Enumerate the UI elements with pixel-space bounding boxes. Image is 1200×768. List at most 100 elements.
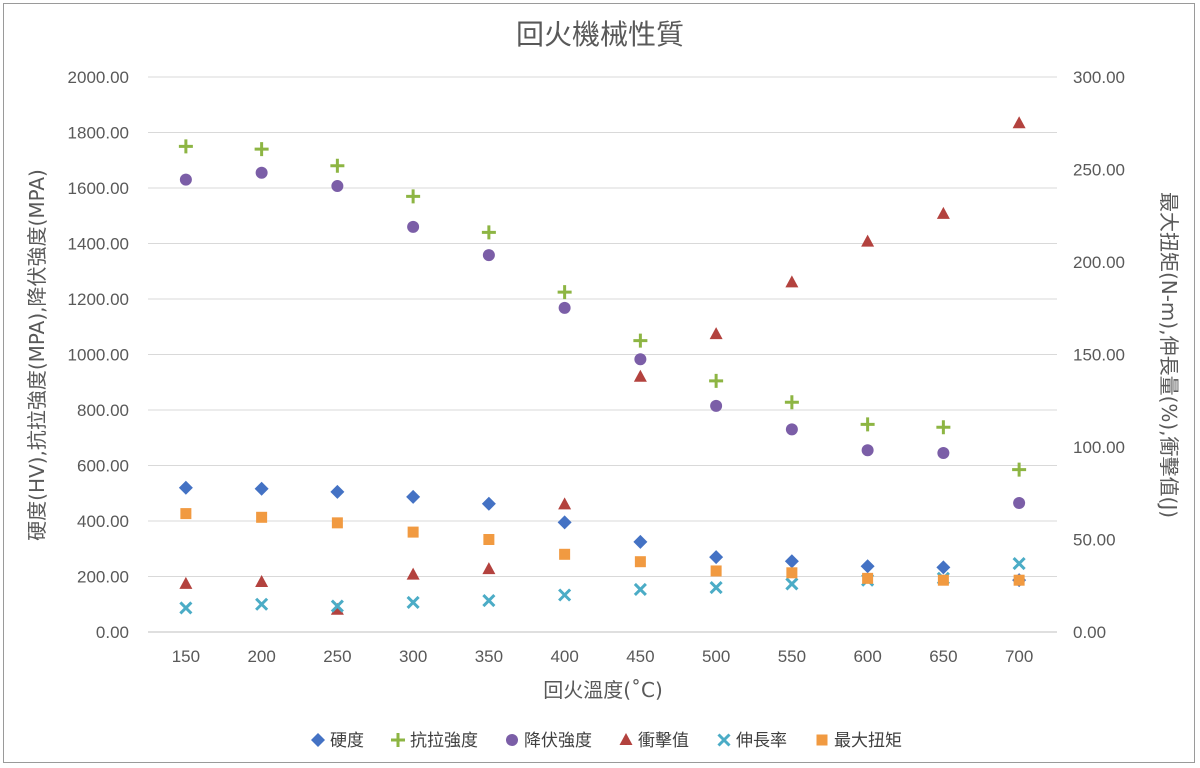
- legend-label: 衝擊值: [638, 731, 689, 751]
- data-points: [178, 116, 1027, 615]
- data-point: [710, 399, 723, 412]
- x-tick-label: 300: [399, 647, 427, 666]
- legend-label: 硬度: [330, 731, 364, 751]
- data-point: [179, 576, 193, 589]
- x-tick-label: 400: [550, 647, 578, 666]
- data-point: [936, 420, 951, 435]
- data-point: [330, 484, 345, 499]
- y-tick-label: 2000.00: [68, 68, 129, 87]
- data-point: [1013, 574, 1025, 586]
- data-point: [786, 567, 798, 579]
- y2-tick-label: 300.00: [1073, 68, 1125, 87]
- left-axis-tick-labels: 0.00 200.00 400.00 600.00 800.00 1000.00 1200.…: [68, 68, 129, 642]
- data-point: [256, 511, 268, 523]
- data-point: [179, 173, 192, 186]
- y2-tick-label: 50.00: [1073, 531, 1116, 550]
- data-point: [1013, 496, 1026, 509]
- data-point: [558, 301, 571, 314]
- x-axis-tick-labels: 150 200 250 300 350 400 450 500 550 600 650 700: [172, 647, 1034, 666]
- data-point: [785, 577, 799, 591]
- y-tick-label: 1600.00: [68, 179, 129, 198]
- legend: 硬度 抗拉強度 降伏強度 衝擊值 伸長率 最大扭矩: [311, 731, 902, 751]
- y-tick-label: 0.00: [96, 623, 129, 642]
- x-tick-label: 350: [475, 647, 503, 666]
- series-5: [180, 508, 1025, 586]
- data-point: [633, 534, 648, 549]
- x-axis-label: 回火溫度(˚C): [543, 678, 663, 702]
- y2-tick-label: 150.00: [1073, 346, 1125, 365]
- y-tick-label: 1200.00: [68, 290, 129, 309]
- data-point: [407, 526, 419, 538]
- data-point: [633, 582, 647, 597]
- data-point: [710, 565, 722, 577]
- legend-marker: [619, 733, 633, 745]
- x-tick-label: 550: [778, 647, 806, 666]
- data-point: [178, 139, 193, 154]
- data-point: [784, 395, 799, 410]
- legend-item: 降伏強度: [506, 731, 592, 751]
- gridlines: [148, 76, 1057, 633]
- data-point: [482, 593, 496, 608]
- legend-label: 抗拉強度: [410, 731, 478, 751]
- x-tick-label: 250: [323, 647, 351, 666]
- chart-frame: [3, 3, 1195, 763]
- data-point: [1012, 462, 1027, 477]
- legend-marker: [506, 734, 518, 746]
- data-point: [784, 554, 799, 569]
- data-point: [709, 581, 723, 595]
- y-tick-label: 600.00: [77, 457, 129, 476]
- data-point: [557, 515, 572, 530]
- series-4: [179, 556, 1026, 615]
- y2-axis-label: 最大扭矩(N-m),伸長量(%),衝擊值(J): [1157, 192, 1181, 518]
- data-point: [330, 602, 344, 615]
- x-tick-label: 650: [929, 647, 957, 666]
- data-point: [330, 158, 345, 173]
- data-point: [1012, 116, 1026, 129]
- data-point: [406, 595, 420, 609]
- x-tick-label: 700: [1005, 647, 1033, 666]
- data-point: [633, 369, 647, 382]
- data-point: [709, 373, 724, 388]
- data-point: [709, 550, 724, 565]
- data-point: [481, 496, 496, 511]
- data-point: [330, 599, 344, 613]
- legend-label: 降伏強度: [524, 731, 592, 751]
- data-point: [407, 220, 420, 233]
- series-1: [178, 139, 1027, 477]
- legend-marker: [717, 733, 731, 747]
- x-tick-label: 150: [172, 647, 200, 666]
- data-point: [180, 508, 192, 520]
- data-point: [709, 327, 723, 340]
- data-point: [936, 206, 950, 219]
- data-point: [179, 601, 193, 615]
- x-tick-label: 450: [626, 647, 654, 666]
- data-point: [178, 480, 193, 495]
- x-tick-label: 200: [247, 647, 275, 666]
- y2-tick-label: 100.00: [1073, 438, 1125, 457]
- y-tick-label: 200.00: [77, 568, 129, 587]
- data-point: [255, 597, 269, 611]
- data-point: [558, 588, 572, 602]
- legend-item: 衝擊值: [619, 731, 689, 751]
- data-point: [255, 166, 268, 179]
- data-point: [634, 353, 647, 366]
- legend-marker: [311, 733, 325, 747]
- data-point: [483, 534, 495, 545]
- x-tick-label: 500: [702, 647, 730, 666]
- legend-label: 最大扭矩: [834, 731, 902, 751]
- legend-item: 最大扭矩: [816, 731, 902, 751]
- data-point: [633, 333, 648, 348]
- data-point: [785, 275, 799, 288]
- y2-tick-label: 250.00: [1073, 161, 1125, 180]
- data-point: [861, 234, 875, 247]
- legend-item: 抗拉強度: [391, 731, 478, 751]
- data-point: [406, 189, 421, 204]
- series-0: [178, 480, 1027, 588]
- data-point: [559, 548, 571, 560]
- legend-item: 伸長率: [717, 731, 787, 751]
- data-point: [557, 285, 572, 300]
- data-point: [331, 517, 343, 529]
- legend-marker: [816, 734, 828, 746]
- data-point: [406, 489, 421, 504]
